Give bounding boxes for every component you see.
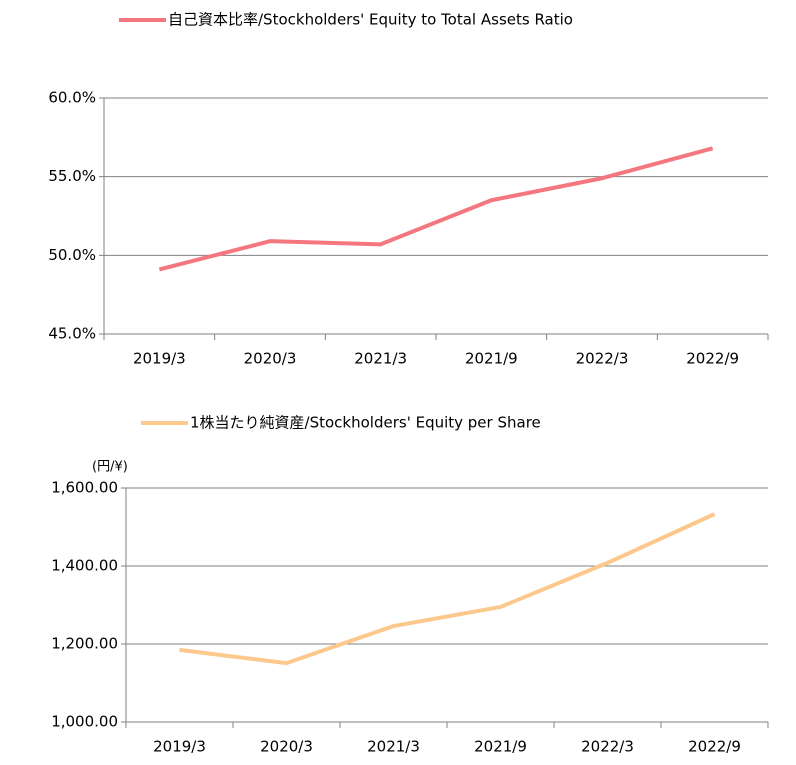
- y-tick-label: 50.0%: [48, 246, 96, 264]
- x-tick-label: 2020/3: [260, 738, 313, 756]
- legend-label: 自己資本比率/Stockholders' Equity to Total Ass…: [168, 11, 573, 29]
- x-tick-label: 2021/3: [367, 738, 420, 756]
- x-tick-label: 2022/9: [686, 350, 739, 368]
- x-tick-label: 2019/3: [153, 738, 206, 756]
- y-tick-label: 1,200.00: [51, 635, 118, 653]
- x-tick-label: 2022/3: [576, 350, 629, 368]
- y-tick-label: 60.0%: [48, 89, 96, 107]
- legend-label: 1株当たり純資産/Stockholders' Equity per Share: [190, 414, 541, 432]
- x-tick-label: 2020/3: [244, 350, 297, 368]
- y-tick-label: 1,400.00: [51, 557, 118, 575]
- data-line: [179, 512, 716, 666]
- y-tick-label: 1,000.00: [51, 713, 118, 731]
- y-tick-label: 1,600.00: [51, 479, 118, 497]
- data-line: [158, 146, 714, 272]
- y-tick-label: 55.0%: [48, 167, 96, 185]
- x-tick-label: 2022/9: [688, 738, 741, 756]
- x-tick-label: 2021/9: [474, 738, 527, 756]
- y-axis-label: (円/¥): [92, 460, 128, 475]
- y-tick-label: 45.0%: [48, 325, 96, 343]
- x-tick-label: 2021/9: [465, 350, 518, 368]
- x-tick-label: 2022/3: [581, 738, 634, 756]
- x-tick-label: 2019/3: [133, 350, 186, 368]
- x-tick-label: 2021/3: [354, 350, 407, 368]
